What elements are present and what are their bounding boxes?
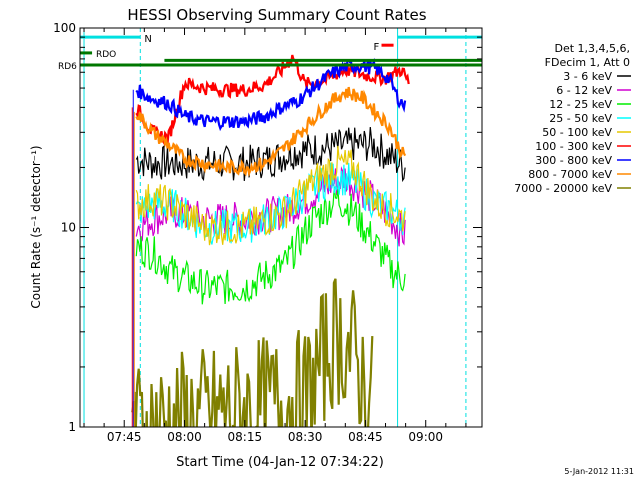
- night-label: N: [144, 34, 151, 45]
- legend-label-1: 3 - 6 keV: [563, 70, 612, 83]
- legend-label-6: 100 - 300 keV: [535, 140, 612, 153]
- series-line-3: [135, 186, 406, 305]
- series-line-7: [135, 57, 407, 132]
- legend-label-9: 7000 - 20000 keV: [514, 182, 612, 195]
- flare-label: F: [373, 42, 379, 53]
- x-tick-label: 08:15: [228, 430, 263, 444]
- legend-label-8: 800 - 7000 keV: [528, 168, 612, 181]
- axes: 07:45 08:00 08:15 08:30 08:45 09:00 1 10 100 RDO R…: [53, 21, 482, 444]
- series-line-9: [131, 278, 374, 427]
- series-line-1: [135, 127, 406, 183]
- legend-label-7: 300 - 800 keV: [535, 154, 612, 167]
- x-tick-label: 08:45: [348, 430, 383, 444]
- y-axis-label: Count Rate (s⁻¹ detector⁻¹): [29, 145, 43, 308]
- legend-label-4: 25 - 50 keV: [549, 112, 612, 125]
- y-tick-label: 1: [68, 420, 76, 434]
- y-tick-label: 100: [53, 21, 76, 35]
- series-layer: [80, 35, 482, 427]
- x-tick-label: 08:30: [288, 430, 323, 444]
- x-axis-label: Start Time (04-Jan-12 07:34:22): [176, 455, 384, 470]
- rdo-label: RDO: [96, 50, 116, 60]
- x-tick-label: 07:45: [107, 430, 142, 444]
- series-line-6: [135, 54, 410, 146]
- legend-label-2: 6 - 12 keV: [556, 84, 612, 97]
- x-tick-label: 09:00: [408, 430, 443, 444]
- legend-header-1: Det 1,3,4,5,6,: [554, 42, 630, 55]
- legend-label-5: 50 - 100 keV: [542, 126, 612, 139]
- legend-header-2: FDecim 1, Att 0: [545, 56, 630, 69]
- rd6-label: RD6: [58, 62, 77, 72]
- series-line-8: [135, 86, 407, 177]
- legend-label-3: 12 - 25 keV: [549, 98, 612, 111]
- x-tick-label: 08:00: [167, 430, 202, 444]
- timestamp: 5-Jan-2012 11:31: [564, 467, 634, 476]
- legend: Det 1,3,4,5,6, FDecim 1, Att 0 3 - 6 keV…: [514, 42, 631, 195]
- chart-title: HESSI Observing Summary Count Rates: [127, 6, 426, 24]
- series-line-5: [135, 145, 406, 246]
- y-tick-label: 10: [61, 221, 76, 235]
